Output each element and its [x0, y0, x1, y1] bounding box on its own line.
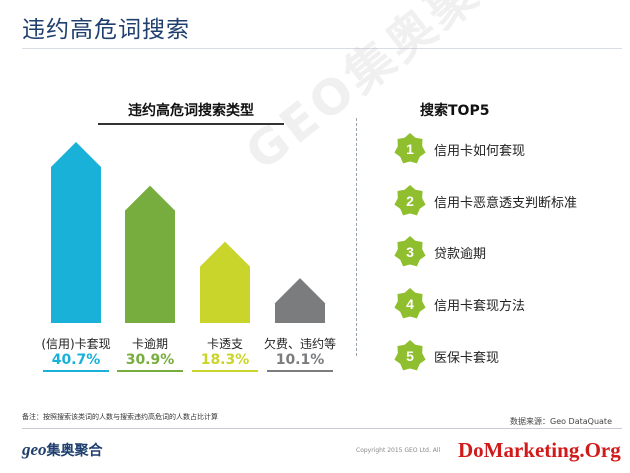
- category-underline: [117, 370, 183, 372]
- copyright: Copyright 2015 GEO Ltd. All: [356, 447, 441, 454]
- top5-item: 4 信用卡套现方法: [394, 288, 624, 320]
- category-label: 卡逾期: [131, 337, 168, 351]
- geo-logo: geo集奥聚合: [22, 440, 103, 460]
- category-label: (信用)卡套现: [41, 337, 111, 351]
- category-underline: [267, 370, 333, 372]
- logo-prefix: geo: [22, 440, 47, 459]
- star-badge-icon: [394, 236, 426, 267]
- title-divider: [22, 48, 622, 49]
- top5-label: 贷款逾期: [434, 247, 487, 262]
- bar-1: [51, 142, 101, 323]
- top5-item: 3 贷款逾期: [394, 236, 624, 268]
- top5-title: 搜索TOP5: [420, 103, 490, 119]
- bar-3: [200, 241, 250, 323]
- top5-label: 信用卡恶意透支判断标准: [434, 196, 578, 211]
- rank-number: 4: [406, 296, 414, 312]
- star-badge-icon: [394, 340, 426, 371]
- rank-number: 1: [406, 141, 414, 157]
- bar-4: [275, 278, 325, 323]
- page-title: 违约高危词搜索: [22, 17, 190, 43]
- category-label: 欠费、违约等: [263, 337, 336, 351]
- chart-title: 违约高危词搜索类型: [128, 103, 254, 119]
- category-underline: [43, 370, 109, 372]
- chart-title-underline: [98, 123, 284, 125]
- bar-2: [125, 185, 175, 323]
- dashed-divider: [356, 118, 357, 356]
- top5-item: 1 信用卡如何套现: [394, 133, 624, 165]
- star-badge-icon: [394, 133, 426, 164]
- top5-label: 医保卡套现: [434, 351, 500, 366]
- top5-item: 5 医保卡套现: [394, 340, 624, 372]
- value-label: 10.1%: [275, 352, 325, 368]
- top5-label: 信用卡套现方法: [434, 299, 526, 314]
- star-badge-icon: [394, 185, 426, 216]
- value-label: 18.3%: [200, 352, 250, 368]
- rank-number: 5: [406, 348, 414, 364]
- site-logo: DoMarketing.Org: [458, 438, 621, 462]
- rank-number: 2: [406, 193, 414, 209]
- category-underline: [192, 370, 258, 372]
- value-label: 40.7%: [51, 352, 101, 368]
- data-source: 数据来源：Geo DataQuate: [510, 417, 612, 426]
- footer-divider: [22, 428, 622, 429]
- logo-text: 集奥聚合: [46, 443, 103, 459]
- value-label: 30.9%: [125, 352, 175, 368]
- top5-item: 2 信用卡恶意透支判断标准: [394, 185, 624, 217]
- category-label: 卡透支: [206, 337, 243, 351]
- star-badge-icon: [394, 288, 426, 319]
- footnote: 备注：按照搜索该类词的人数与搜索违约高危词的人数占比计算: [22, 413, 218, 421]
- rank-number: 3: [406, 244, 414, 260]
- top5-label: 信用卡如何套现: [434, 144, 526, 159]
